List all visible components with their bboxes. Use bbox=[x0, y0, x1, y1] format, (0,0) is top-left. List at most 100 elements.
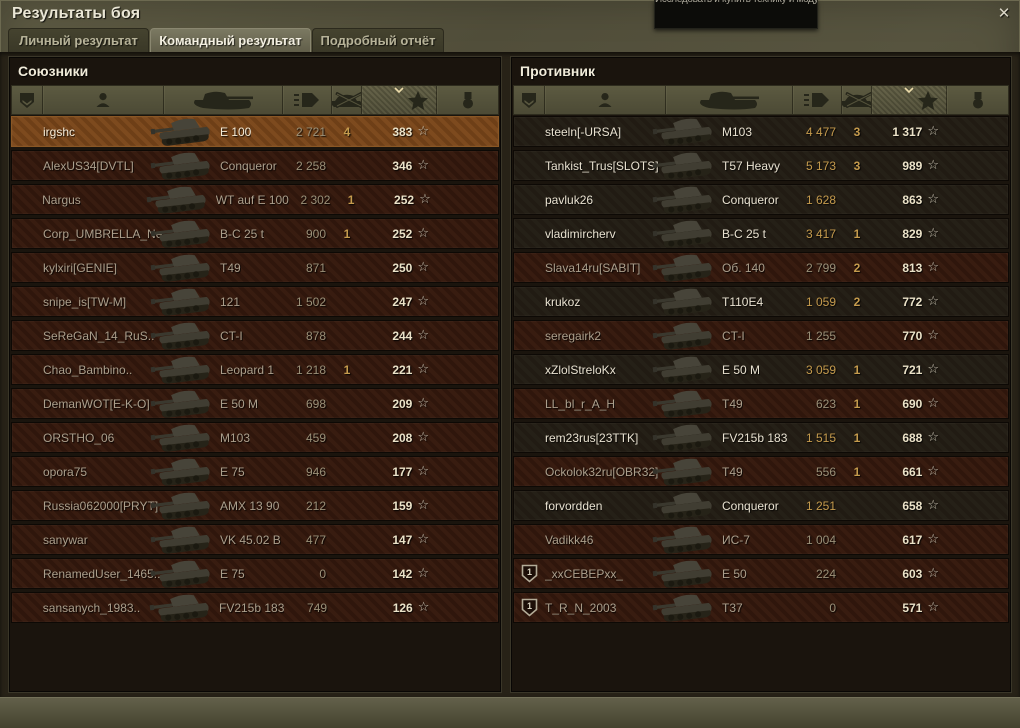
xp-value: 250 bbox=[392, 260, 413, 275]
player-row[interactable]: Chao_Bambino.. Leopard 1 1 218 1 221 ☆ bbox=[11, 354, 499, 386]
damage-cell: 0 bbox=[283, 559, 332, 588]
player-row[interactable]: LL_bl_r_A_H T49 623 1 690 ☆ bbox=[513, 388, 1009, 420]
player-row[interactable]: forvordden Conqueror 1 251 658 ☆ bbox=[513, 490, 1009, 522]
column-header-damage[interactable] bbox=[283, 86, 332, 114]
xp-cell: 247 ☆ bbox=[362, 287, 437, 316]
kills-cell bbox=[332, 389, 362, 418]
xp-value: 571 bbox=[902, 600, 923, 615]
player-row[interactable]: sansanych_1983.. FV215b 183 749 126 ☆ bbox=[11, 592, 499, 624]
hangar-tooltip: Исследовать и купить технику и модули. bbox=[654, 0, 818, 29]
column-header-medals[interactable] bbox=[947, 86, 1008, 114]
column-header-damage[interactable] bbox=[793, 86, 842, 114]
player-row[interactable]: pavluk26 Conqueror 1 628 863 ☆ bbox=[513, 184, 1009, 216]
player-row[interactable]: kylxiri[GENIE] T49 871 250 ☆ bbox=[11, 252, 499, 284]
player-name: snipe_is[TW-M] bbox=[43, 294, 127, 309]
damage-cell: 5 173 bbox=[793, 151, 842, 180]
player-row[interactable]: snipe_is[TW-M] 121 1 502 247 ☆ bbox=[11, 286, 499, 318]
player-row[interactable]: opora75 E 75 946 177 ☆ bbox=[11, 456, 499, 488]
damage-cell: 0 bbox=[793, 593, 842, 622]
xp-star-icon: ☆ bbox=[927, 260, 939, 275]
vehicle-name: T49 bbox=[220, 260, 241, 275]
squad-cell bbox=[12, 389, 43, 418]
column-header-xp[interactable] bbox=[362, 86, 437, 114]
vehicle-name: Conqueror bbox=[722, 498, 779, 513]
column-header-squad[interactable] bbox=[514, 86, 545, 114]
xp-cell: 571 ☆ bbox=[872, 593, 947, 622]
vehicle-name: CT-I bbox=[220, 328, 243, 343]
tank-icon bbox=[700, 91, 759, 109]
tab-personal-result[interactable]: Личный результат bbox=[8, 28, 149, 52]
player-row[interactable]: Vadikk46 ИС-7 1 004 617 ☆ bbox=[513, 524, 1009, 556]
player-name: ORSTHO_06 bbox=[43, 430, 115, 445]
xp-star-icon: ☆ bbox=[417, 498, 429, 513]
kills-value: 2 bbox=[853, 260, 861, 275]
xp-cell: 813 ☆ bbox=[872, 253, 947, 282]
player-row[interactable]: Slava14ru[SABIT] Об. 140 2 799 2 813 ☆ bbox=[513, 252, 1009, 284]
vehicle-name: B-C 25 t bbox=[722, 226, 767, 241]
tab-detailed-report[interactable]: Подробный отчёт bbox=[312, 28, 444, 52]
player-row[interactable]: rem23rus[23TTK] FV215b 183 1 515 1 688 ☆ bbox=[513, 422, 1009, 454]
player-row[interactable]: Nargus WT auf E 100 2 302 1 252 ☆ bbox=[11, 184, 499, 216]
xp-star-icon: ☆ bbox=[417, 600, 430, 615]
column-header-vehicle[interactable] bbox=[666, 86, 793, 114]
column-header-kills[interactable] bbox=[332, 86, 362, 114]
medals-cell bbox=[437, 219, 498, 248]
column-header-kills[interactable] bbox=[842, 86, 872, 114]
player-cell: sansanych_1983.. bbox=[43, 593, 163, 622]
squad-cell bbox=[514, 219, 545, 248]
vehicle-cell: T49 bbox=[651, 456, 793, 488]
vehicle-name: B-C 25 t bbox=[220, 226, 265, 241]
column-header-squad[interactable] bbox=[12, 86, 43, 114]
player-row[interactable]: Ockolok32ru[OBR32] T49 556 1 661 ☆ bbox=[513, 456, 1009, 488]
column-header-medals[interactable] bbox=[437, 86, 498, 114]
player-row[interactable]: krukoz T110E4 1 059 2 772 ☆ bbox=[513, 286, 1009, 318]
medals-cell bbox=[437, 287, 498, 316]
kills-cell: 1 bbox=[842, 355, 872, 384]
column-header-player[interactable] bbox=[43, 86, 164, 114]
vehicle-cell: E 100 bbox=[149, 116, 283, 148]
xp-value: 603 bbox=[902, 566, 923, 581]
player-row[interactable]: RenamedUser_1465.. E 75 0 142 ☆ bbox=[11, 558, 499, 590]
player-row[interactable]: 1 T_R_N_2003 T37 0 571 ☆ bbox=[513, 592, 1009, 624]
squad-cell bbox=[12, 423, 43, 452]
column-header-vehicle[interactable] bbox=[164, 86, 283, 114]
player-row[interactable]: Tankist_Trus[SLOTS] T57 Heavy 5 173 3 98… bbox=[513, 150, 1009, 182]
player-row[interactable]: irgshc E 100 2 721 4 383 ☆ bbox=[11, 116, 499, 148]
xp-cell: 252 ☆ bbox=[366, 185, 439, 214]
vehicle-name: T37 bbox=[722, 600, 743, 615]
damage-value: 871 bbox=[305, 260, 326, 275]
player-row[interactable]: vladimircherv B-C 25 t 3 417 1 829 ☆ bbox=[513, 218, 1009, 250]
xp-value: 1 317 bbox=[892, 124, 923, 139]
column-header-player[interactable] bbox=[545, 86, 666, 114]
player-row[interactable]: Russia062000[PRYT] AMX 13 90 212 159 ☆ bbox=[11, 490, 499, 522]
xp-value: 147 bbox=[392, 532, 413, 547]
player-cell: forvordden bbox=[545, 491, 666, 520]
player-cell: Slava14ru[SABIT] bbox=[545, 253, 666, 282]
close-icon[interactable]: ✕ bbox=[997, 4, 1011, 22]
player-row[interactable]: ORSTHO_06 M103 459 208 ☆ bbox=[11, 422, 499, 454]
player-row[interactable]: steeln[-URSA] M103 4 477 3 1 317 ☆ bbox=[513, 116, 1009, 148]
player-name: Chao_Bambino.. bbox=[43, 362, 133, 377]
player-row[interactable]: AlexUS34[DVTL] Conqueror 2 258 346 ☆ bbox=[11, 150, 499, 182]
player-row[interactable]: xZlolStreloKx E 50 M 3 059 1 721 ☆ bbox=[513, 354, 1009, 386]
player-row[interactable]: 1 _xxCEBEPxx_ E 50 224 603 ☆ bbox=[513, 558, 1009, 590]
vehicle-cell: Conqueror bbox=[651, 184, 793, 216]
player-row[interactable]: sanywar VK 45.02 B 477 147 ☆ bbox=[11, 524, 499, 556]
column-header-xp[interactable] bbox=[872, 86, 947, 114]
tab-team-result[interactable]: Командный результат bbox=[150, 28, 311, 52]
medals-cell bbox=[437, 593, 498, 622]
player-icon bbox=[96, 93, 110, 107]
player-row[interactable]: Corp_UMBRELLA_Ne.. B-C 25 t 900 1 252 ☆ bbox=[11, 218, 499, 250]
player-row[interactable]: seregairk2 CT-I 1 255 770 ☆ bbox=[513, 320, 1009, 352]
player-row[interactable]: SeReGaN_14_RuS.. CT-I 878 244 ☆ bbox=[11, 320, 499, 352]
xp-cell: 603 ☆ bbox=[872, 559, 947, 588]
xp-value: 813 bbox=[902, 260, 923, 275]
xp-cell: 142 ☆ bbox=[362, 559, 437, 588]
player-row[interactable]: DemanWOT[E-K-O] E 50 M 698 209 ☆ bbox=[11, 388, 499, 420]
damage-value: 556 bbox=[815, 464, 836, 479]
xp-star-icon: ☆ bbox=[417, 430, 429, 445]
squad-cell bbox=[12, 151, 43, 180]
medals-cell bbox=[947, 219, 1008, 248]
damage-cell: 900 bbox=[283, 219, 332, 248]
